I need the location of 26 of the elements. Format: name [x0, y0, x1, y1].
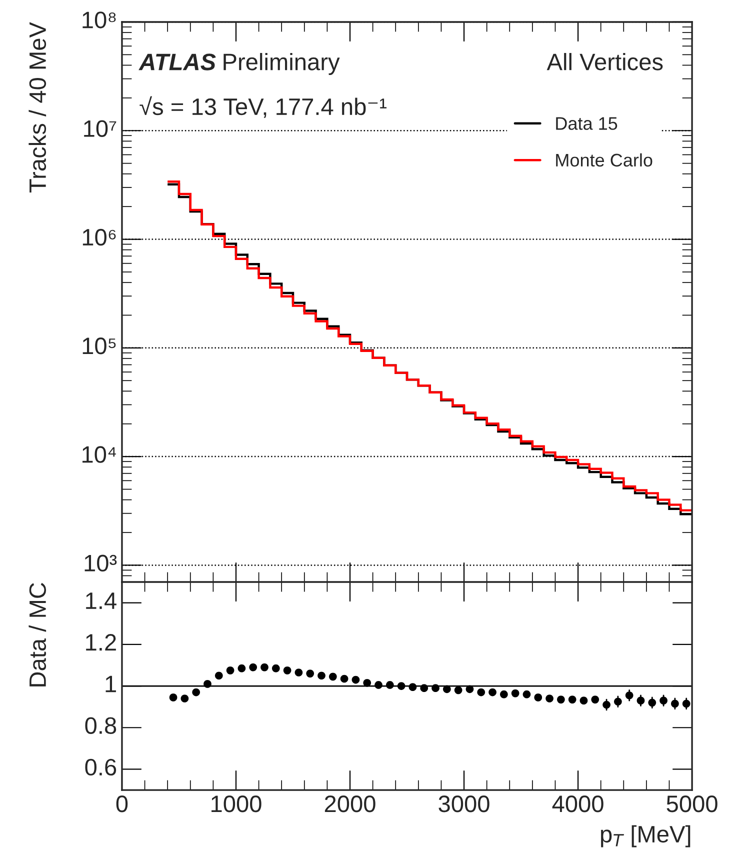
legend-label: Monte Carlo	[556, 153, 652, 167]
legend-label: Data 15	[556, 117, 618, 130]
x-tick-label: 2000	[324, 796, 376, 812]
x-axis-title: p$_{T}$ [MeV]	[601, 825, 690, 848]
y-tick-label: 10⁶	[82, 228, 116, 246]
y-axis-title: Tracks / 40 MeV	[28, 22, 46, 192]
annotation: Preliminary	[224, 52, 340, 75]
y-axis-title: Data / MC	[28, 582, 46, 686]
x-tick-label: 5000	[666, 796, 718, 812]
annotation: ATLAS	[138, 54, 216, 70]
y-tick-label: 10⁴	[82, 446, 116, 463]
y-tick-label: 0.6	[85, 758, 116, 776]
y-tick-label: 0.8	[85, 717, 116, 734]
y-tick-label: 10⁷	[84, 120, 116, 137]
x-tick-label: 3000	[438, 796, 490, 812]
y-tick-label: 10⁵	[82, 338, 116, 354]
annotation: All Vertices	[546, 52, 663, 70]
y-tick-label: 1.2	[86, 634, 116, 651]
y-tick-label: 10³	[84, 554, 117, 572]
x-tick-label: 1000	[212, 796, 262, 812]
x-tick-label: 4000	[552, 796, 604, 812]
x-tick-label: 0	[116, 796, 128, 812]
y-tick-label: 1	[106, 676, 116, 692]
annotation: √s = 13 TeV, 177.4 nb⁻¹	[140, 96, 387, 118]
y-tick-label: 10⁸	[82, 12, 116, 28]
y-tick-label: 1.4	[86, 592, 116, 609]
